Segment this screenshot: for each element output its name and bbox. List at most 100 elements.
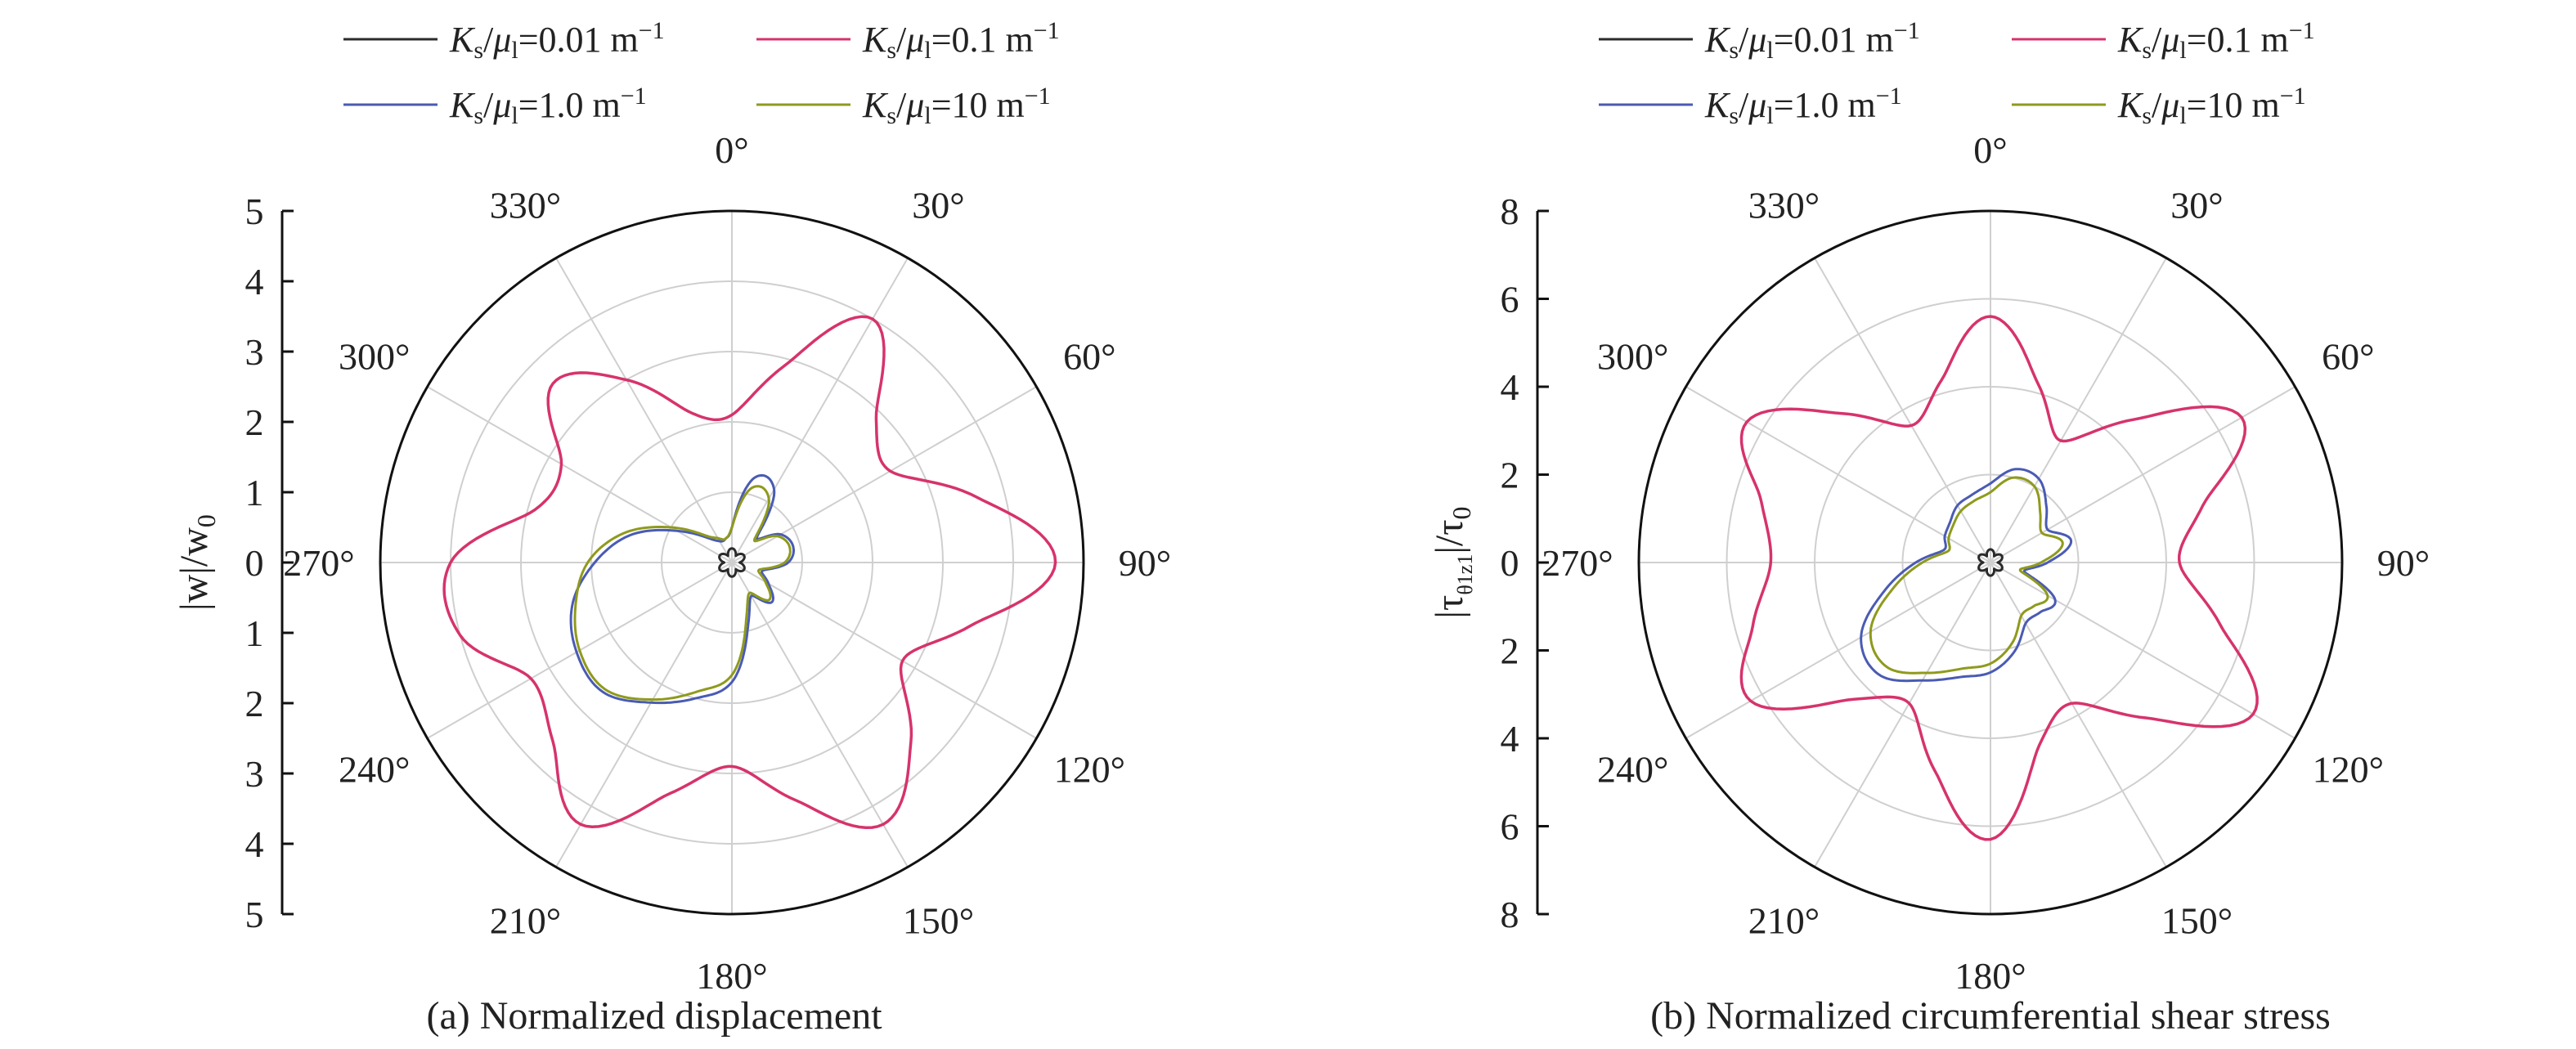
angle-tick-label: 180° <box>1954 955 2026 997</box>
grid-spoke <box>731 562 1037 739</box>
legend-label: Ks/μl=10 m−1 <box>862 83 1051 129</box>
angle-tick-label: 330° <box>1748 185 1820 226</box>
angle-tick-label: 120° <box>2313 749 2384 791</box>
angle-tick-label: 210° <box>490 899 561 941</box>
series-line <box>1869 476 2064 675</box>
legend-item: Ks/μl=1.0 m−1 <box>1599 83 1902 129</box>
legend-item: Ks/μl=0.1 m−1 <box>2012 17 2315 64</box>
radial-tick-label: 4 <box>245 823 264 865</box>
angle-tick-label: 180° <box>696 955 767 997</box>
radial-tick-label: 6 <box>1501 806 1519 848</box>
legend-label: Ks/μl=0.1 m−1 <box>2117 17 2315 64</box>
angle-tick-label: 150° <box>2161 899 2233 941</box>
legend-item: Ks/μl=10 m−1 <box>2012 83 2306 129</box>
angle-tick-label: 210° <box>1748 899 1820 941</box>
angle-tick-label: 0° <box>715 129 748 171</box>
legend-label: Ks/μl=0.1 m−1 <box>862 17 1060 64</box>
radial-tick-label: 2 <box>245 683 264 724</box>
grid-spoke <box>731 258 909 563</box>
panel-caption: (b) Normalized circumferential shear str… <box>1650 994 2331 1038</box>
radial-tick-label: 2 <box>1501 455 1519 496</box>
angle-tick-label: 300° <box>339 336 410 378</box>
series-line <box>569 473 795 705</box>
series-line <box>1739 315 2259 841</box>
legend-item: Ks/μl=10 m−1 <box>756 83 1051 129</box>
radial-tick-label: 8 <box>1501 894 1519 935</box>
legend-label: Ks/μl=0.01 m−1 <box>449 17 665 64</box>
angle-tick-label: 60° <box>1063 336 1115 378</box>
legend-item: Ks/μl=1.0 m−1 <box>343 83 647 129</box>
legend: Ks/μl=0.01 m−1 Ks/μl=0.1 m−1 Ks/μl=1.0 m−1… <box>1599 17 2315 129</box>
radial-tick-label: 1 <box>245 472 264 513</box>
angle-tick-label: 90° <box>2377 542 2430 584</box>
legend-item: Ks/μl=0.01 m−1 <box>343 17 665 64</box>
grid-spoke <box>1814 258 1991 563</box>
radial-tick-label: 5 <box>245 191 264 232</box>
grid-spoke <box>555 562 733 867</box>
legend: Ks/μl=0.01 m−1 Ks/μl=0.1 m−1 Ks/μl=1.0 m−1… <box>343 17 1060 129</box>
angle-tick-label: 270° <box>283 542 354 584</box>
polar-grid <box>1639 211 2342 914</box>
series-line <box>442 315 1057 830</box>
grid-spoke <box>731 562 909 867</box>
radial-tick-label: 0 <box>1501 542 1519 584</box>
grid-spoke <box>1685 562 1991 739</box>
panel-b: Ks/μl=0.01 m−1 Ks/μl=0.1 m−1 Ks/μl=1.0 m−1… <box>1428 17 2430 1038</box>
series-line <box>1977 548 2004 577</box>
angle-tick-label: 30° <box>912 185 964 226</box>
angle-tick-label: 300° <box>1597 336 1668 378</box>
radial-tick-label: 8 <box>1501 191 1519 232</box>
radial-tick-label: 1 <box>245 612 264 654</box>
angle-tick-label: 60° <box>2322 336 2374 378</box>
legend-label: Ks/μl=0.01 m−1 <box>1704 17 1920 64</box>
angle-tick-label: 90° <box>1119 542 1171 584</box>
legend-label: Ks/μl=1.0 m−1 <box>1704 83 1902 129</box>
angle-tick-label: 240° <box>1597 749 1668 791</box>
angle-labels: 0° 30° 60° 90° 120° 150° 180° 210° 240° 270° 300° 3… <box>283 129 1171 997</box>
grid-spoke <box>1814 562 1991 867</box>
grid-spoke <box>731 386 1037 563</box>
grid-spoke <box>555 258 733 563</box>
polar-grid <box>380 211 1084 914</box>
panel-caption: (a) Normalized displacement <box>426 994 882 1038</box>
grid-spoke <box>1990 562 2296 739</box>
angle-tick-label: 240° <box>339 749 410 791</box>
panel-a: Ks/μl=0.01 m−1 Ks/μl=0.1 m−1 Ks/μl=1.0 m−1… <box>173 17 1171 1038</box>
radial-tick-label: 4 <box>1501 718 1519 760</box>
radial-axis-title: |τθ1z1|/τ0 <box>1428 506 1477 618</box>
radial-axis: 5 4 3 2 1 0 1 2 3 4 5 <box>245 191 294 935</box>
angle-labels: 0° 30° 60° 90° 120° 150° 180° 210° 240° 270° 300° 3… <box>1542 129 2430 997</box>
series-group <box>1739 315 2259 841</box>
angle-tick-label: 330° <box>490 185 561 226</box>
radial-tick-label: 4 <box>1501 366 1519 408</box>
radial-tick-label: 3 <box>245 331 264 373</box>
angle-tick-label: 0° <box>1973 129 2007 171</box>
legend-item: Ks/μl=0.1 m−1 <box>756 17 1060 64</box>
radial-tick-label: 2 <box>1501 630 1519 672</box>
angle-tick-label: 270° <box>1542 542 1613 584</box>
angle-tick-label: 30° <box>2170 185 2223 226</box>
angle-tick-label: 120° <box>1054 749 1125 791</box>
radial-tick-label: 5 <box>245 894 264 935</box>
angle-tick-label: 150° <box>903 899 974 941</box>
radial-tick-label: 4 <box>245 261 264 303</box>
series-group <box>442 315 1057 830</box>
radial-tick-label: 6 <box>1501 279 1519 321</box>
polar-boundary <box>1637 209 2344 916</box>
grid-spoke <box>427 386 733 563</box>
legend-item: Ks/μl=0.01 m−1 <box>1599 17 1920 64</box>
legend-label: Ks/μl=10 m−1 <box>2117 83 2306 129</box>
polar-boundary <box>379 209 1085 916</box>
legend-label: Ks/μl=1.0 m−1 <box>449 83 647 129</box>
grid-spoke <box>1990 562 2167 867</box>
series-line <box>718 547 746 578</box>
series-line <box>573 485 792 702</box>
radial-axis-title: |w|/w0 <box>173 514 221 611</box>
grid-spoke <box>1990 258 2167 563</box>
radial-tick-label: 3 <box>245 753 264 795</box>
grid-spoke <box>1685 386 1991 563</box>
radial-tick-label: 0 <box>245 542 264 584</box>
radial-tick-label: 2 <box>245 401 264 443</box>
series-line <box>1860 468 2073 683</box>
